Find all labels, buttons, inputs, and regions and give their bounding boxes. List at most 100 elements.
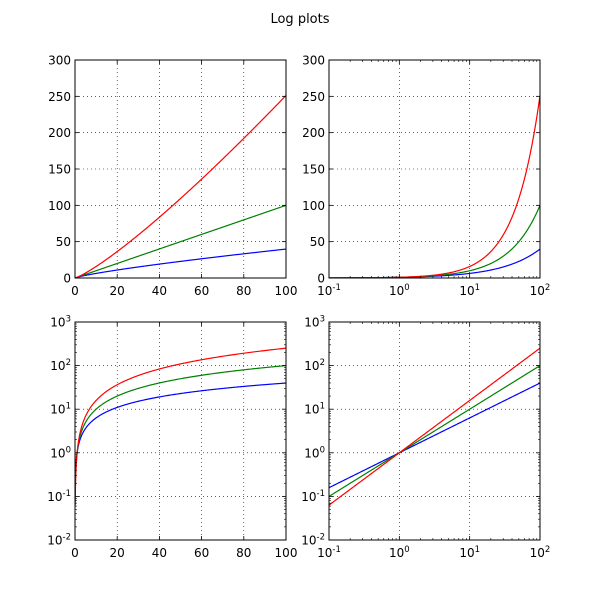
x-tick-label: 20 — [110, 546, 125, 560]
x-tick-label: 20 — [110, 284, 125, 298]
tick-label-base: 10 — [459, 546, 474, 560]
tick-label-base: 10 — [50, 359, 65, 373]
y-tick-label: 101 — [304, 402, 325, 417]
y-tick-label: 300 — [302, 54, 325, 68]
tick-label-base: 10 — [50, 446, 65, 460]
axes-frame — [328, 59, 541, 279]
tick-label-exponent: 1 — [66, 402, 71, 412]
y-tick-label: 50 — [56, 235, 71, 249]
series-line-x-1-0 — [75, 365, 286, 497]
subplot-linear-linear: 0 20 40 60 80 100 0 50 100 150 200 250 300 — [48, 54, 297, 299]
tick-label-base: 10 — [47, 534, 62, 548]
tick-label-base: 10 — [530, 284, 545, 298]
tick-label-base: 10 — [389, 284, 404, 298]
tick-label-exponent: 1 — [320, 402, 325, 412]
tick-label-base: 10 — [304, 316, 319, 330]
tick-label-exponent: -1 — [317, 489, 325, 499]
tick-label-exponent: 0 — [66, 445, 71, 455]
series-line-x-0-8 — [329, 382, 540, 489]
y-tick-label: 102 — [304, 358, 325, 373]
x-tick-label: 0 — [71, 284, 79, 298]
tick-label-exponent: 1 — [475, 283, 480, 293]
tick-label-base: 10 — [50, 316, 65, 330]
axes-frame — [328, 321, 541, 541]
series-group — [75, 347, 286, 506]
series-line-x-0-8 — [329, 248, 540, 278]
tick-label-base: 10 — [301, 534, 316, 548]
tick-label-exponent: 3 — [320, 315, 325, 325]
tick-label-exponent: 0 — [320, 445, 325, 455]
x-tick-label: 80 — [236, 284, 251, 298]
x-tick-label: 100 — [275, 284, 298, 298]
tick-label-base: 10 — [317, 284, 332, 298]
figure-title: Log plots — [270, 12, 329, 27]
x-tick-label: 10-1 — [317, 545, 341, 560]
tick-label-exponent: 3 — [66, 315, 71, 325]
tick-label-exponent: -1 — [63, 489, 71, 499]
x-tick-label: 10-1 — [317, 283, 341, 298]
y-tick-label: 103 — [304, 315, 325, 330]
tick-label-base: 10 — [304, 446, 319, 460]
y-tick-label: 250 — [48, 90, 71, 104]
y-tick-label: 100 — [302, 199, 325, 213]
series-line-x-1-0 — [75, 204, 286, 278]
y-tick-label: 102 — [50, 358, 71, 373]
tick-label-exponent: 0 — [404, 283, 409, 293]
tick-label-exponent: -2 — [317, 533, 325, 543]
x-tick-label: 102 — [530, 283, 551, 298]
tick-label-base: 10 — [47, 490, 62, 504]
tick-label-base: 10 — [317, 546, 332, 560]
tick-label-exponent: 2 — [545, 545, 550, 555]
tick-label-exponent: 2 — [545, 283, 550, 293]
tick-label-base: 10 — [304, 403, 319, 417]
tick-label-base: 10 — [530, 546, 545, 560]
series-line-x-1-0 — [329, 365, 540, 497]
series-group — [75, 95, 286, 278]
series-line-x-0-8 — [75, 248, 286, 278]
x-tick-label: 40 — [152, 284, 167, 298]
series-line-x-1-2 — [75, 347, 286, 506]
tick-label-exponent: 1 — [475, 545, 480, 555]
series-line-x-1-2 — [329, 95, 540, 278]
series-line-x-1-2 — [75, 95, 286, 278]
tick-label-exponent: -1 — [332, 283, 340, 293]
x-tick-label: 102 — [530, 545, 551, 560]
tick-label-base: 10 — [301, 490, 316, 504]
x-tick-label: 101 — [459, 283, 480, 298]
y-tick-label: 10-1 — [301, 489, 325, 504]
tick-label-exponent: -1 — [332, 545, 340, 555]
y-tick-label: 0 — [63, 272, 71, 286]
y-tick-label: 103 — [50, 315, 71, 330]
x-tick-label: 80 — [236, 546, 251, 560]
y-tick-label: 200 — [302, 126, 325, 140]
y-tick-label: 150 — [48, 163, 71, 177]
x-tick-label: 100 — [389, 283, 410, 298]
y-tick-label: 50 — [310, 235, 325, 249]
y-tick-label: 250 — [302, 90, 325, 104]
series-line-x-0-8 — [75, 382, 286, 488]
tick-label-base: 10 — [459, 284, 474, 298]
tick-label-exponent: 0 — [404, 545, 409, 555]
x-tick-label: 0 — [71, 546, 79, 560]
tick-label-exponent: 2 — [320, 358, 325, 368]
y-tick-label: 101 — [50, 402, 71, 417]
tick-label-exponent: 2 — [66, 358, 71, 368]
y-tick-label: 10-2 — [301, 533, 325, 548]
y-tick-label: 0 — [317, 272, 325, 286]
y-tick-label: 100 — [48, 199, 71, 213]
x-tick-label: 40 — [152, 546, 167, 560]
series-group — [329, 95, 540, 278]
x-tick-label: 101 — [459, 545, 480, 560]
x-tick-label: 60 — [194, 284, 209, 298]
tick-label-exponent: -2 — [63, 533, 71, 543]
tick-label-base: 10 — [304, 359, 319, 373]
y-tick-label: 150 — [302, 163, 325, 177]
axes-frame — [74, 321, 287, 541]
tick-label-base: 10 — [389, 546, 404, 560]
y-tick-label: 300 — [48, 54, 71, 68]
y-tick-label: 200 — [48, 126, 71, 140]
